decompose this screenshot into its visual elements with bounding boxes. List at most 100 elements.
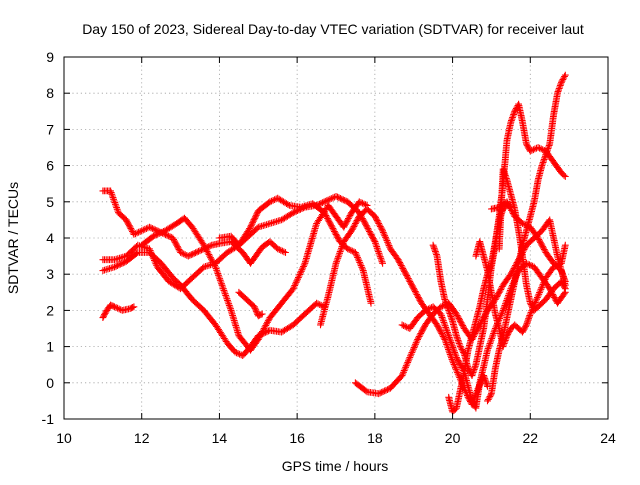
data-point [341,220,349,228]
data-point [450,347,458,355]
grid-lines [64,57,608,419]
data-point [335,251,343,259]
data-point [537,240,545,248]
data-point [284,201,292,208]
data-point [345,215,352,222]
data-point [554,88,562,95]
data-point [498,284,505,292]
data-point [153,261,160,269]
data-point [528,302,536,310]
data-point [368,232,376,240]
data-point [118,260,126,267]
data-point [394,256,402,264]
data-point [499,308,506,316]
data-point [360,200,368,208]
data-point [173,241,181,249]
x-tick-label: 12 [134,430,150,446]
data-point [174,244,182,252]
data-point [410,344,418,351]
data-point [536,289,543,296]
data-point [497,286,505,293]
data-point [539,281,547,288]
data-point [485,341,493,349]
data-point [539,160,546,168]
data-point [265,199,272,207]
data-point [446,335,454,343]
data-point [490,330,497,337]
data-point [216,276,224,284]
data-point [247,223,254,231]
data-point [321,197,329,205]
data-point [407,350,415,358]
data-point [419,325,427,333]
data-point [128,226,135,234]
data-point [530,146,537,154]
data-point [275,246,283,253]
data-point [151,232,159,239]
data-point [383,237,391,244]
data-point [353,217,361,224]
data-point [448,342,456,350]
data-point [488,333,496,341]
data-point [217,278,225,286]
data-point [486,393,494,400]
data-point [560,290,568,298]
data-point [490,328,498,336]
data-point [533,295,540,303]
data-point [449,357,456,365]
data-point [454,369,461,376]
data-point [453,367,461,375]
data-point [511,107,519,115]
data-point [101,266,108,274]
data-point [441,296,449,303]
data-point [496,287,504,295]
data-point [447,339,455,346]
y-tick-label: 4 [46,230,54,246]
x-tick-label: 18 [367,430,383,446]
data-point [334,193,341,201]
data-point [434,322,442,330]
x-tick-label: 20 [445,430,461,446]
data-point [125,220,132,228]
data-point [534,144,542,151]
data-point [448,340,456,348]
data-point [113,205,121,213]
data-point [373,215,380,223]
data-point [437,328,445,336]
data-point [327,195,335,202]
data-point [560,74,568,82]
data-point [326,195,334,203]
data-point [354,255,362,263]
data-point [447,313,455,320]
data-point [451,349,459,356]
data-point [332,231,340,238]
data-point [216,275,224,283]
data-point [320,209,328,217]
data-point [555,86,562,94]
data-point [456,343,464,350]
data-point [536,144,543,152]
data-point [442,299,450,306]
data-point [178,249,186,257]
data-point [560,282,568,290]
data-point [212,263,219,271]
data-point [534,294,541,301]
data-point [224,297,231,304]
data-point [537,285,545,293]
data-point [401,267,408,275]
data-point [370,236,378,244]
data-point [372,239,379,247]
data-point [349,224,357,232]
data-point [486,340,494,347]
data-point [210,260,218,268]
data-point [458,320,466,328]
data-point [133,250,140,257]
data-point [253,224,261,232]
data-point [344,245,352,253]
data-point [453,312,461,319]
data-point [415,333,423,340]
x-tick-label: 22 [522,430,538,446]
data-point [190,250,198,257]
data-point [225,300,233,308]
